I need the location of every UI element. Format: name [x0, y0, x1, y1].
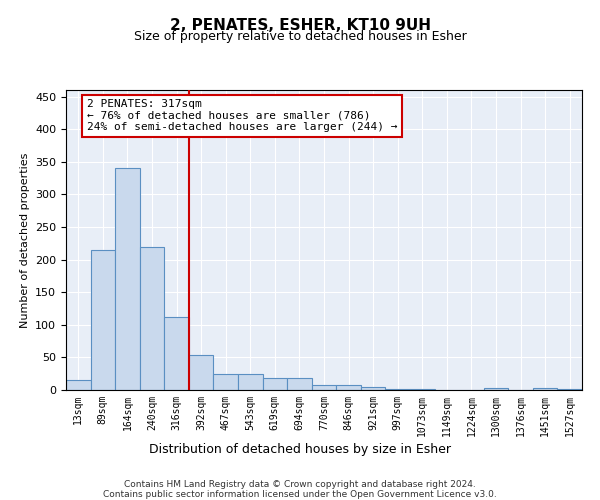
Bar: [312, 385, 336, 390]
Bar: [484, 388, 508, 390]
Bar: [361, 386, 385, 390]
Text: Contains HM Land Registry data © Crown copyright and database right 2024.
Contai: Contains HM Land Registry data © Crown c…: [103, 480, 497, 500]
Bar: [140, 246, 164, 390]
Bar: [164, 317, 189, 390]
Bar: [287, 378, 312, 390]
Text: Size of property relative to detached houses in Esher: Size of property relative to detached ho…: [134, 30, 466, 43]
Bar: [263, 378, 287, 390]
Text: Distribution of detached houses by size in Esher: Distribution of detached houses by size …: [149, 442, 451, 456]
Bar: [189, 356, 214, 390]
Bar: [557, 388, 582, 390]
Bar: [214, 374, 238, 390]
Bar: [336, 386, 361, 390]
Text: 2 PENATES: 317sqm
← 76% of detached houses are smaller (786)
24% of semi-detache: 2 PENATES: 317sqm ← 76% of detached hous…: [86, 99, 397, 132]
Bar: [91, 250, 115, 390]
Bar: [115, 168, 140, 390]
Y-axis label: Number of detached properties: Number of detached properties: [20, 152, 29, 328]
Bar: [238, 374, 263, 390]
Bar: [66, 380, 91, 390]
Bar: [533, 388, 557, 390]
Text: 2, PENATES, ESHER, KT10 9UH: 2, PENATES, ESHER, KT10 9UH: [170, 18, 431, 32]
